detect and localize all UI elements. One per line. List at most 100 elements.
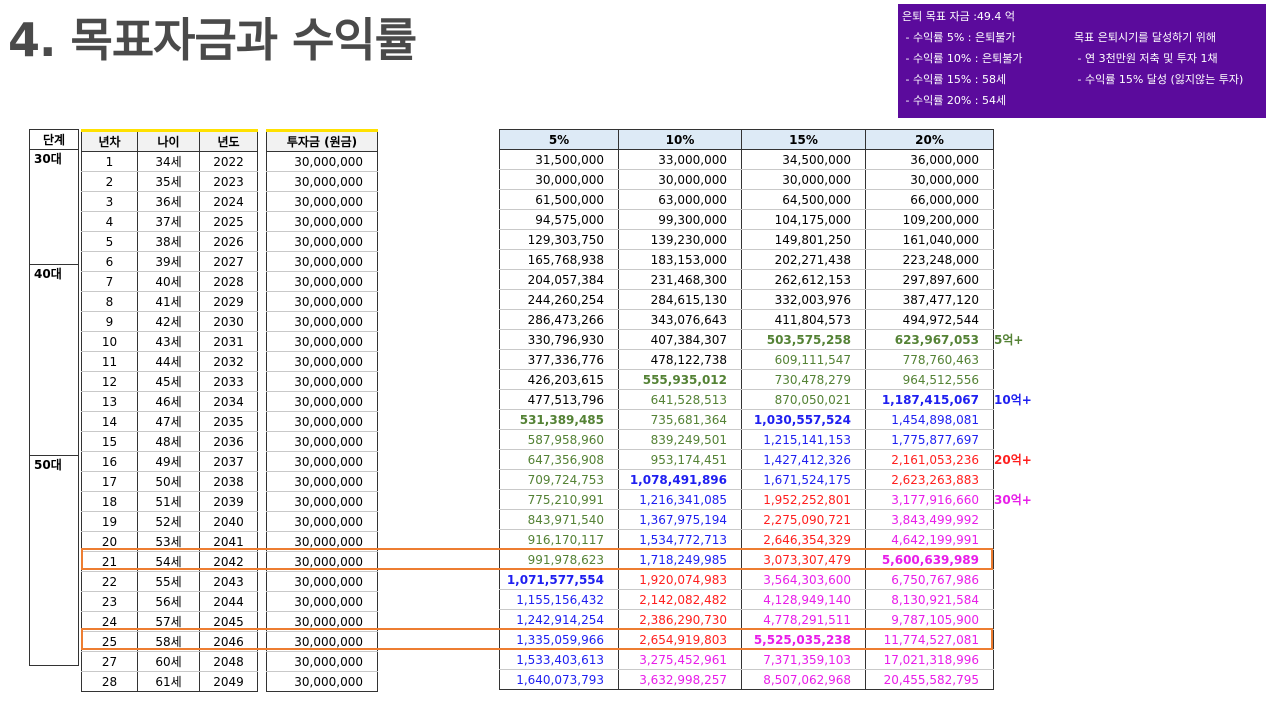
return-10-cell: 1,216,341,085 bbox=[618, 489, 742, 510]
year-cell: 2031 bbox=[199, 331, 258, 352]
table-row: 94,575,000 99,300,000 104,175,000 109,200,0… bbox=[499, 209, 994, 230]
table-row: 991,978,623 1,718,249,985 3,073,307,479 5,6… bbox=[499, 549, 994, 570]
return-20-cell: 9,787,105,900 bbox=[865, 609, 994, 630]
return-10-cell: 63,000,000 bbox=[618, 189, 742, 210]
return-5-cell: 244,260,254 bbox=[499, 289, 619, 310]
year-cell: 2033 bbox=[199, 371, 258, 392]
return-15-cell: 2,646,354,329 bbox=[741, 529, 866, 550]
age-cell: 56세 bbox=[137, 591, 200, 612]
note-right-line: - 수익률 15% 달성 (잃지않는 투자) bbox=[1074, 73, 1244, 86]
table-row: 25 58세 2046 bbox=[81, 631, 258, 652]
table-row: 30,000,000 bbox=[266, 571, 378, 592]
year-number-cell: 19 bbox=[81, 511, 138, 532]
age-cell: 43세 bbox=[137, 331, 200, 352]
age-cell: 61세 bbox=[137, 671, 200, 692]
table-row: 286,473,266 343,076,643 411,804,573 494,972… bbox=[499, 309, 994, 330]
return-20-cell: 66,000,000 bbox=[865, 189, 994, 210]
return-5-cell: 587,958,960 bbox=[499, 429, 619, 450]
header-rate-20: 20% bbox=[865, 129, 994, 150]
return-15-cell: 8,507,062,968 bbox=[741, 669, 866, 690]
stage-cell bbox=[29, 303, 79, 322]
age-cell: 50세 bbox=[137, 471, 200, 492]
return-10-cell: 478,122,738 bbox=[618, 349, 742, 370]
return-10-cell: 343,076,643 bbox=[618, 309, 742, 330]
table-row: 16 49세 2037 bbox=[81, 451, 258, 472]
return-15-cell: 5,525,035,238 bbox=[741, 629, 866, 650]
return-10-cell: 30,000,000 bbox=[618, 169, 742, 190]
return-10-cell: 407,384,307 bbox=[618, 329, 742, 350]
table-row: 24 57세 2045 bbox=[81, 611, 258, 632]
return-20-cell: 387,477,120 bbox=[865, 289, 994, 310]
stage-cell: 40대 bbox=[29, 264, 79, 284]
return-10-cell: 641,528,513 bbox=[618, 389, 742, 410]
stage-cell bbox=[29, 245, 79, 265]
return-20-cell: 964,512,556 bbox=[865, 369, 994, 390]
age-cell: 42세 bbox=[137, 311, 200, 332]
table-row: 3 36세 2024 bbox=[81, 191, 258, 212]
return-15-cell: 3,564,303,600 bbox=[741, 569, 866, 590]
return-20-cell: 494,972,544 bbox=[865, 309, 994, 330]
investment-cell: 30,000,000 bbox=[266, 631, 378, 652]
year-cell: 2030 bbox=[199, 311, 258, 332]
table-row: 27 60세 2048 bbox=[81, 651, 258, 672]
return-10-cell: 2,142,082,482 bbox=[618, 589, 742, 610]
note-left-column: 은퇴 목표 자금 :49.4 억 - 수익률 5% : 은퇴불가 - 수익률 1… bbox=[902, 6, 1022, 111]
age-cell: 41세 bbox=[137, 291, 200, 312]
table-row: 12 45세 2033 bbox=[81, 371, 258, 392]
table-row: 30,000,000 bbox=[266, 431, 378, 452]
table-row: 165,768,938 183,153,000 202,271,438 223,248… bbox=[499, 249, 994, 270]
table-row: 18 51세 2039 bbox=[81, 491, 258, 512]
return-20-cell: 1,454,898,081 bbox=[865, 409, 994, 430]
note-left-line: - 수익률 15% : 58세 bbox=[902, 73, 1007, 86]
stage-table: 단계 30대 40대 50대 bbox=[29, 129, 79, 666]
summary-note-box: 은퇴 목표 자금 :49.4 억 - 수익률 5% : 은퇴불가 - 수익률 1… bbox=[898, 4, 1266, 118]
table-row: 30,000,000 bbox=[266, 171, 378, 192]
year-cell: 2040 bbox=[199, 511, 258, 532]
year-cell: 2039 bbox=[199, 491, 258, 512]
year-cell: 2045 bbox=[199, 611, 258, 632]
table-row: 30,000,000 bbox=[266, 211, 378, 232]
return-5-cell: 1,640,073,793 bbox=[499, 669, 619, 690]
stage-cell bbox=[29, 379, 79, 398]
return-5-cell: 30,000,000 bbox=[499, 169, 619, 190]
stage-cell: 50대 bbox=[29, 455, 79, 475]
stage-cell bbox=[29, 475, 79, 494]
table-row: 6 39세 2027 bbox=[81, 251, 258, 272]
return-15-cell: 2,275,090,721 bbox=[741, 509, 866, 530]
year-number-cell: 11 bbox=[81, 351, 138, 372]
table-row: 30,000,000 bbox=[266, 451, 378, 472]
return-15-cell: 7,371,359,103 bbox=[741, 649, 866, 670]
table-row: 30,000,000 bbox=[266, 471, 378, 492]
table-row: 23 56세 2044 bbox=[81, 591, 258, 612]
return-5-cell: 204,057,384 bbox=[499, 269, 619, 290]
table-row: 30,000,000 bbox=[266, 291, 378, 312]
table-row: 4 37세 2025 bbox=[81, 211, 258, 232]
return-5-cell: 330,796,930 bbox=[499, 329, 619, 350]
return-5-cell: 775,210,991 bbox=[499, 489, 619, 510]
year-number-cell: 14 bbox=[81, 411, 138, 432]
table-row: 1,155,156,432 2,142,082,482 4,128,949,140 8… bbox=[499, 589, 994, 610]
year-cell: 2046 bbox=[199, 631, 258, 652]
stage-cell bbox=[29, 551, 79, 570]
return-20-cell: 623,967,053 bbox=[865, 329, 994, 350]
table-row: 204,057,384 231,468,300 262,612,153 297,897… bbox=[499, 269, 994, 290]
return-20-cell: 8,130,921,584 bbox=[865, 589, 994, 610]
return-10-cell: 284,615,130 bbox=[618, 289, 742, 310]
investment-cell: 30,000,000 bbox=[266, 471, 378, 492]
investment-table: 투자금 (원금) 30,000,000 30,000,000 30,000,000 3… bbox=[266, 129, 378, 692]
return-15-cell: 4,128,949,140 bbox=[741, 589, 866, 610]
return-5-cell: 165,768,938 bbox=[499, 249, 619, 270]
header-age: 나이 bbox=[137, 129, 200, 152]
stage-cell bbox=[29, 417, 79, 436]
year-table: 년차 나이 년도 1 34세 2022 2 35세 2023 3 36세 2024 4 37세 202… bbox=[81, 129, 258, 692]
investment-cell: 30,000,000 bbox=[266, 451, 378, 472]
year-number-cell: 22 bbox=[81, 571, 138, 592]
investment-cell: 30,000,000 bbox=[266, 531, 378, 552]
investment-cell: 30,000,000 bbox=[266, 371, 378, 392]
return-5-cell: 991,978,623 bbox=[499, 549, 619, 570]
stage-cell bbox=[29, 398, 79, 417]
age-cell: 38세 bbox=[137, 231, 200, 252]
return-20-cell: 2,623,263,883 bbox=[865, 469, 994, 490]
page-title: 4. 목표자금과 수익률 bbox=[8, 13, 417, 67]
year-number-cell: 5 bbox=[81, 231, 138, 252]
